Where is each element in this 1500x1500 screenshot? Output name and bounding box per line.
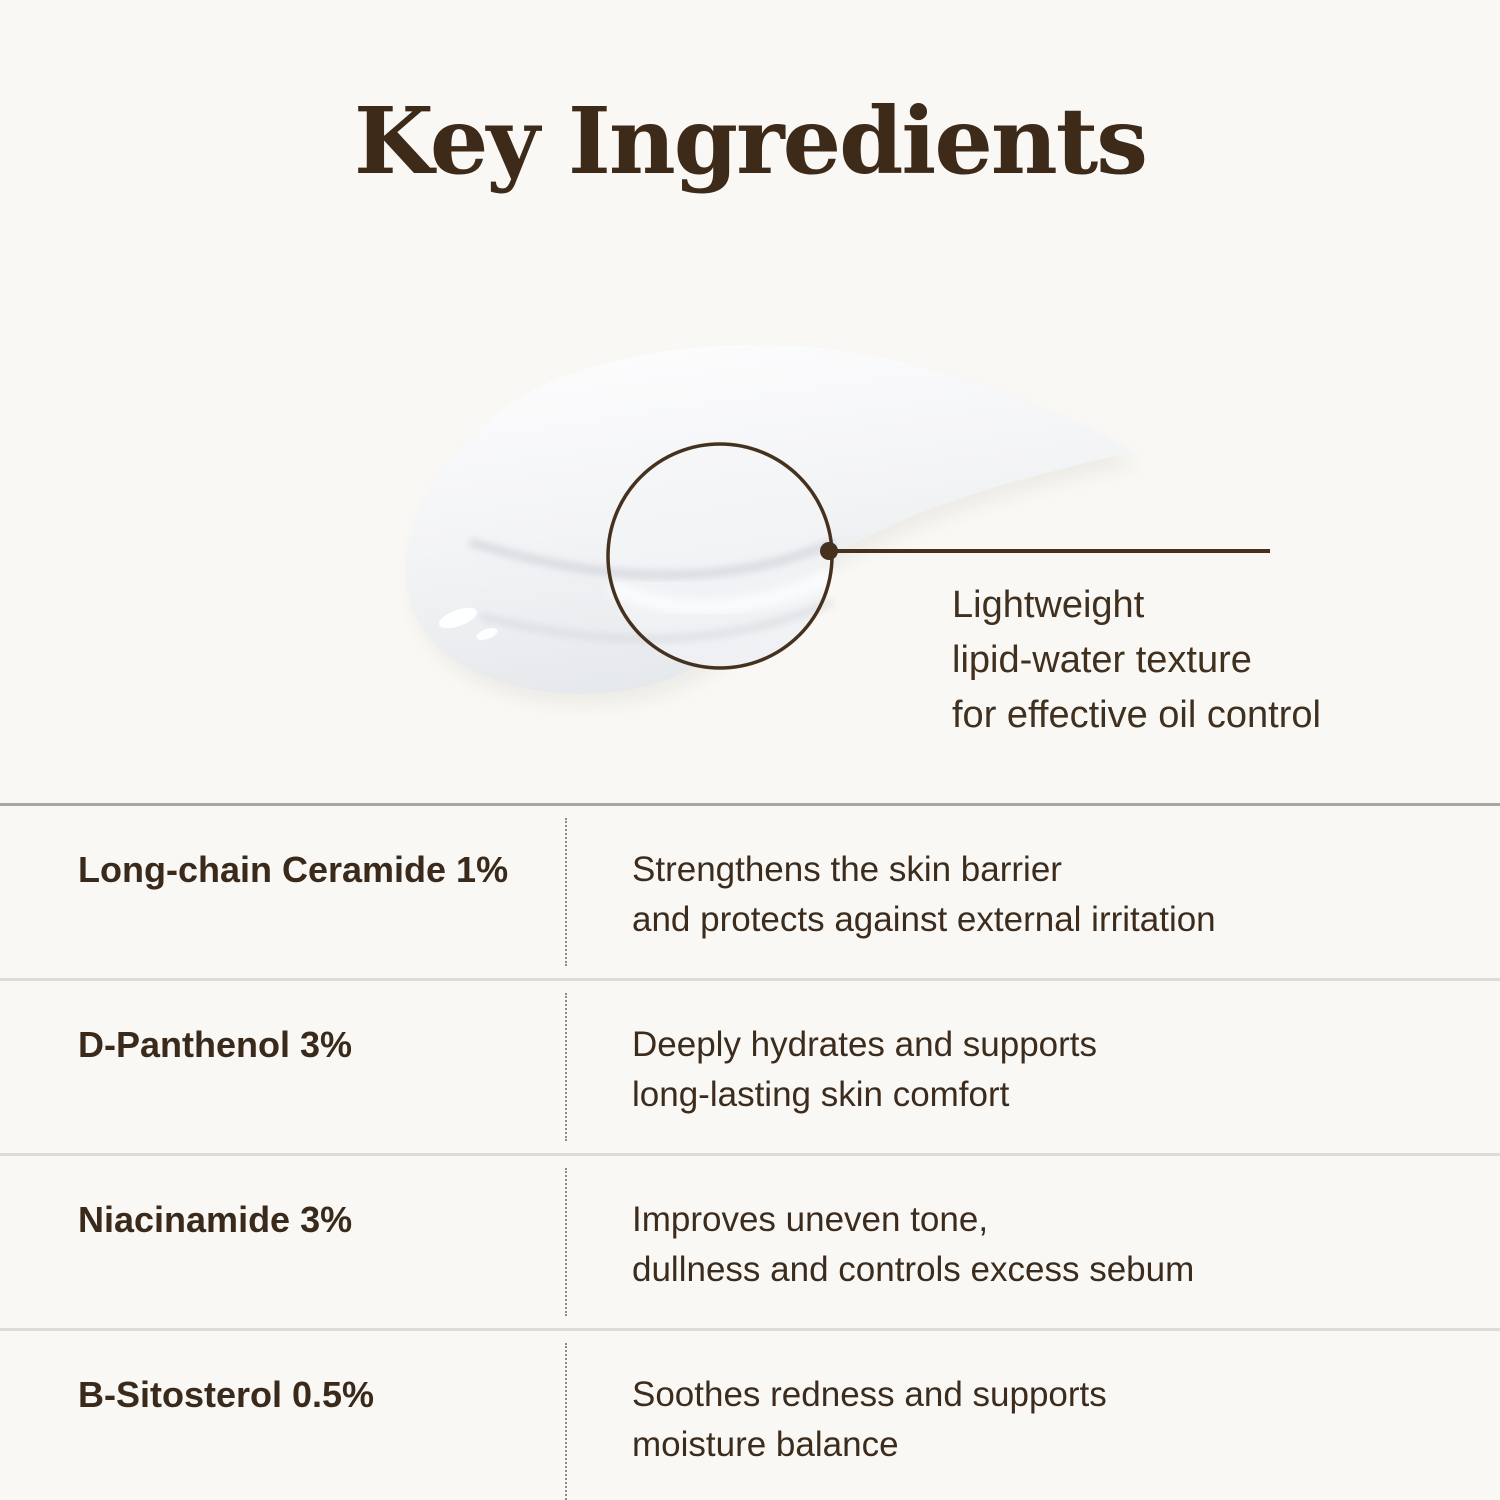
ingredient-description-line-1: Strengthens the skin barrier — [632, 850, 1062, 889]
ingredient-description-line-2: moisture balance — [632, 1425, 899, 1464]
callout-dot — [820, 542, 838, 560]
ingredient-row: Niacinamide 3% Improves uneven tone, dul… — [0, 1153, 1500, 1328]
ingredient-name: D-Panthenol 3% — [78, 1024, 353, 1065]
row-dotted-divider — [565, 1343, 567, 1500]
ingredient-description-line-1: Improves uneven tone, — [632, 1200, 989, 1239]
texture-callout-line-2: lipid-water texture — [952, 639, 1252, 681]
texture-crease-lower — [479, 599, 834, 642]
glint-large — [439, 607, 477, 629]
ingredient-description: Strengthens the skin barrier and protect… — [632, 845, 1216, 945]
ingredient-row: D-Panthenol 3% Deeply hydrates and suppo… — [0, 978, 1500, 1153]
ingredient-description: Soothes redness and supports moisture ba… — [632, 1370, 1107, 1470]
ingredient-description-line-2: and protects against external irritation — [632, 900, 1216, 939]
ingredient-description-line-1: Deeply hydrates and supports — [632, 1025, 1097, 1064]
texture-callout-line-3: for effective oil control — [952, 694, 1321, 736]
ingredient-description: Improves uneven tone, dullness and contr… — [632, 1195, 1194, 1295]
texture-callout: Lightweight lipid-water texture for effe… — [952, 578, 1321, 743]
ingredient-description-line-2: dullness and controls excess sebum — [632, 1250, 1195, 1289]
glint-small — [476, 627, 498, 641]
ingredient-description-line-2: long-lasting skin comfort — [632, 1075, 1010, 1114]
cream-swatch-illustration — [405, 344, 1270, 706]
ingredients-table: Long-chain Ceramide 1% Strengthens the s… — [0, 803, 1500, 1500]
row-dotted-divider — [565, 818, 567, 966]
ingredient-description-line-1: Soothes redness and supports — [632, 1375, 1107, 1414]
row-dotted-divider — [565, 1168, 567, 1316]
ingredient-name: Long-chain Ceramide 1% — [78, 849, 509, 890]
ingredient-name: B-Sitosterol 0.5% — [78, 1374, 375, 1415]
ingredient-row: B-Sitosterol 0.5% Soothes redness and su… — [0, 1328, 1500, 1500]
row-dotted-divider — [565, 993, 567, 1141]
page-title: Key Ingredients — [353, 87, 1148, 195]
magnifier-fill — [608, 444, 832, 668]
ingredient-row: Long-chain Ceramide 1% Strengthens the s… — [0, 803, 1500, 978]
ingredient-name: Niacinamide 3% — [78, 1199, 353, 1240]
texture-callout-line-1: Lightweight — [952, 584, 1145, 626]
ingredient-description: Deeply hydrates and supports long-lastin… — [632, 1020, 1097, 1120]
texture-crease-upper — [468, 538, 837, 579]
texture-crease-highlight — [608, 567, 836, 616]
